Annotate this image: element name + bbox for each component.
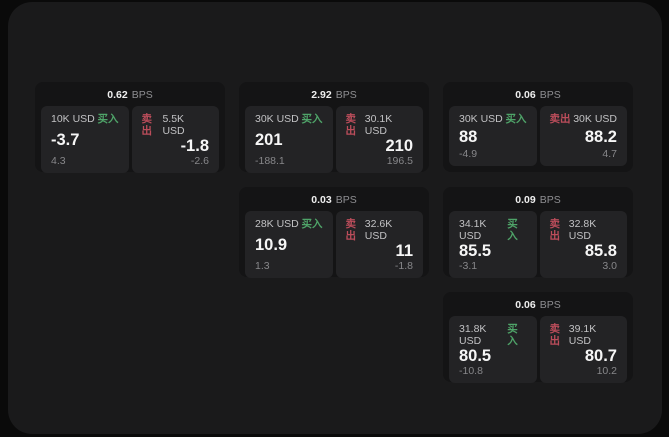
quote-card-grid: 0.62 BPS 10K USD 买入 -3.7 4.3 卖出 5.5K USD…: [35, 82, 633, 383]
buy-size-label: 30K USD: [459, 113, 503, 125]
bps-suffix-label: BPS: [335, 194, 357, 206]
sell-price-value: 11: [395, 242, 413, 260]
quote-card: 2.92 BPS 30K USD 买入 201 -188.1 卖出 30.1K …: [239, 82, 429, 173]
bps-header: 0.06 BPS: [449, 87, 627, 104]
buy-size-label: 31.8K USD: [459, 323, 487, 347]
sell-side-label: 卖出: [549, 218, 561, 242]
bps-header: 0.03 BPS: [245, 192, 423, 209]
bps-suffix-label: BPS: [539, 89, 561, 101]
bps-value: 0.06: [515, 299, 536, 311]
buy-tile[interactable]: 31.8K USD 买入 80.5 -10.8: [449, 316, 537, 383]
buy-side-label: 买入: [97, 113, 119, 125]
bps-value: 0.03: [311, 194, 332, 206]
sell-side-label: 卖出: [549, 323, 561, 347]
sell-price-value: 210: [385, 137, 413, 155]
bps-suffix-label: BPS: [131, 89, 153, 101]
buy-side-label: 买入: [507, 323, 518, 347]
sell-size-label: 5.5K USD: [162, 113, 185, 137]
sell-tile[interactable]: 卖出 32.6K USD 11 -1.8: [335, 211, 423, 278]
bps-value: 0.62: [107, 89, 128, 101]
quote-tiles: 34.1K USD 买入 85.5 -3.1 卖出 32.8K USD 85.8…: [449, 211, 627, 278]
bps-header: 0.62 BPS: [41, 87, 219, 104]
sell-side-label: 卖出: [141, 113, 153, 137]
quote-card: 0.03 BPS 28K USD 买入 10.9 1.3 卖出 32.6K US…: [239, 187, 429, 278]
main-panel: 0.62 BPS 10K USD 买入 -3.7 4.3 卖出 5.5K USD…: [8, 2, 662, 434]
sell-delta-value: -2.6: [190, 155, 209, 167]
buy-price-value: 10.9: [255, 236, 288, 254]
buy-price-value: 201: [255, 131, 283, 149]
buy-size-label: 28K USD: [255, 218, 299, 230]
buy-price-value: 85.5: [459, 242, 492, 260]
sell-delta-value: 10.2: [596, 365, 617, 377]
sell-tile[interactable]: 卖出 5.5K USD -1.8 -2.6: [131, 106, 219, 173]
bps-value: 2.92: [311, 89, 332, 101]
quote-tiles: 28K USD 买入 10.9 1.3 卖出 32.6K USD 11 -1.8: [245, 211, 423, 278]
sell-tile[interactable]: 卖出 39.1K USD 80.7 10.2: [539, 316, 627, 383]
bps-value: 0.09: [515, 194, 536, 206]
quote-card: 0.06 BPS 30K USD 买入 88 -4.9 卖出 30K USD 8…: [443, 82, 633, 172]
quote-tiles: 31.8K USD 买入 80.5 -10.8 卖出 39.1K USD 80.…: [449, 316, 627, 383]
quote-card: 0.06 BPS 31.8K USD 买入 80.5 -10.8 卖出 39.1…: [443, 292, 633, 383]
sell-size-label: 39.1K USD: [568, 323, 597, 347]
sell-price-value: 85.8: [584, 242, 617, 260]
sell-tile[interactable]: 卖出 32.8K USD 85.8 3.0: [539, 211, 627, 278]
quote-tiles: 10K USD 买入 -3.7 4.3 卖出 5.5K USD -1.8 -2.…: [41, 106, 219, 173]
buy-delta-value: 1.3: [255, 260, 270, 272]
sell-delta-value: 4.7: [602, 148, 617, 160]
buy-delta-value: -10.8: [459, 365, 483, 377]
bps-header: 0.06 BPS: [449, 297, 627, 314]
buy-size-label: 10K USD: [51, 113, 95, 125]
buy-tile[interactable]: 34.1K USD 买入 85.5 -3.1: [449, 211, 537, 278]
buy-price-value: 88: [459, 127, 478, 146]
bps-header: 0.09 BPS: [449, 192, 627, 209]
quote-tiles: 30K USD 买入 201 -188.1 卖出 30.1K USD 210 1…: [245, 106, 423, 173]
buy-side-label: 买入: [507, 218, 518, 242]
buy-delta-value: 4.3: [51, 155, 66, 167]
buy-delta-value: -4.9: [459, 148, 478, 160]
sell-delta-value: 3.0: [602, 260, 617, 272]
sell-delta-value: 196.5: [386, 155, 413, 167]
buy-price-value: 80.5: [459, 347, 492, 365]
buy-size-label: 34.1K USD: [459, 218, 487, 242]
buy-tile[interactable]: 30K USD 买入 88 -4.9: [449, 106, 537, 166]
bps-suffix-label: BPS: [539, 194, 561, 206]
bps-suffix-label: BPS: [539, 299, 561, 311]
buy-delta-value: -188.1: [255, 155, 285, 167]
buy-tile[interactable]: 10K USD 买入 -3.7 4.3: [41, 106, 129, 173]
buy-price-value: -3.7: [51, 131, 80, 149]
sell-tile[interactable]: 卖出 30.1K USD 210 196.5: [335, 106, 423, 173]
bps-header: 2.92 BPS: [245, 87, 423, 104]
sell-size-label: 32.6K USD: [364, 218, 393, 242]
buy-delta-value: -3.1: [459, 260, 478, 272]
sell-tile[interactable]: 卖出 30K USD 88.2 4.7: [539, 106, 627, 166]
sell-price-value: 88.2: [584, 127, 617, 146]
sell-side-label: 卖出: [345, 218, 357, 242]
sell-size-label: 30.1K USD: [364, 113, 393, 137]
buy-tile[interactable]: 28K USD 买入 10.9 1.3: [245, 211, 333, 278]
buy-side-label: 买入: [301, 218, 323, 230]
sell-size-label: 30K USD: [573, 113, 617, 125]
bps-value: 0.06: [515, 89, 536, 101]
sell-size-label: 32.8K USD: [568, 218, 597, 242]
buy-size-label: 30K USD: [255, 113, 299, 125]
buy-side-label: 买入: [505, 113, 527, 125]
buy-side-label: 买入: [301, 113, 323, 125]
sell-price-value: 80.7: [584, 347, 617, 365]
bps-suffix-label: BPS: [335, 89, 357, 101]
sell-side-label: 卖出: [549, 113, 571, 125]
sell-price-value: -1.8: [180, 137, 209, 155]
quote-card: 0.09 BPS 34.1K USD 买入 85.5 -3.1 卖出 32.8K…: [443, 187, 633, 278]
buy-tile[interactable]: 30K USD 买入 201 -188.1: [245, 106, 333, 173]
sell-delta-value: -1.8: [394, 260, 413, 272]
quote-card: 0.62 BPS 10K USD 买入 -3.7 4.3 卖出 5.5K USD…: [35, 82, 225, 173]
quote-tiles: 30K USD 买入 88 -4.9 卖出 30K USD 88.2 4.7: [449, 106, 627, 166]
sell-side-label: 卖出: [345, 113, 357, 137]
